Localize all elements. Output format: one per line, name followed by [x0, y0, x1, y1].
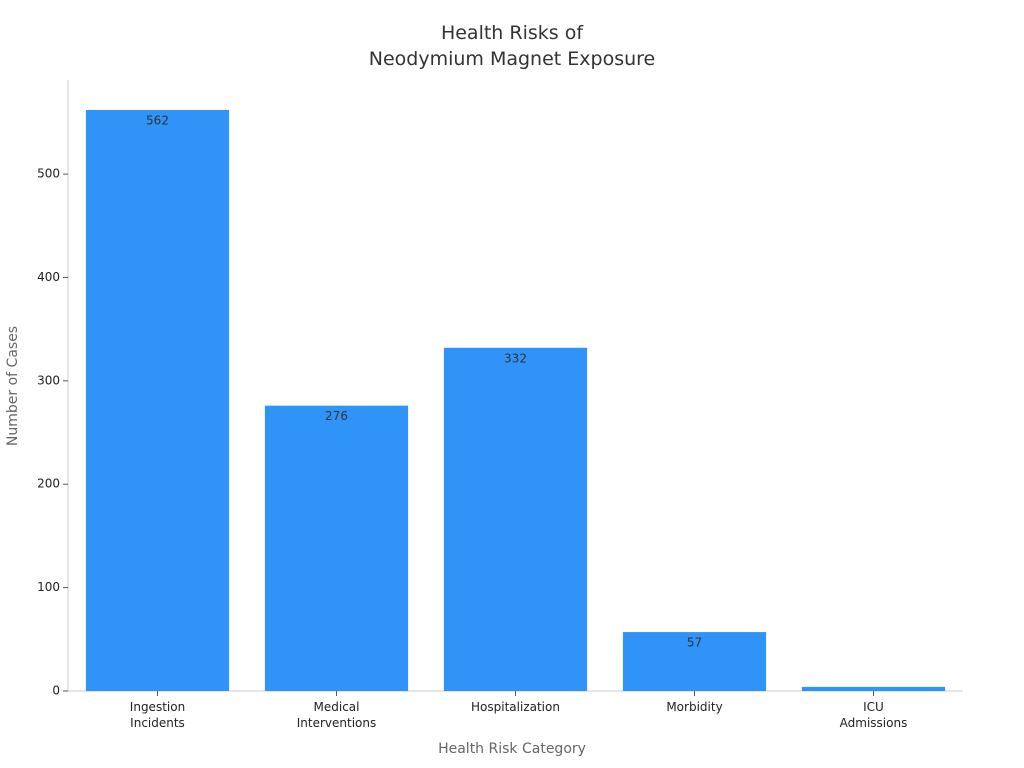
bar [801, 686, 946, 691]
value-label: 332 [504, 351, 527, 365]
x-tick-label: Medical Interventions [296, 700, 377, 730]
bar [443, 347, 588, 691]
y-tick-label: 200 [37, 477, 60, 491]
x-axis-label: Health Risk Category [438, 741, 586, 757]
y-tick-label: 0 [52, 684, 60, 698]
x-tick-label: Morbidity [666, 700, 723, 714]
value-label: 57 [687, 636, 702, 650]
x-tick-label: Ingestion Incidents [129, 700, 186, 730]
x-tick-label: ICU Admissions [839, 700, 908, 730]
y-tick-label: 400 [37, 270, 60, 284]
x-tick-label: Hospitalization [471, 700, 560, 714]
bar [264, 405, 409, 691]
chart-title: Health Risks of Neodymium Magnet Exposur… [368, 22, 656, 70]
bar [622, 632, 767, 691]
value-label: 276 [325, 409, 348, 423]
value-label: 562 [146, 113, 169, 127]
y-tick-label: 500 [37, 167, 60, 181]
y-axis-label: Number of Cases [5, 326, 21, 446]
y-tick-label: 100 [37, 580, 60, 594]
y-tick-label: 300 [37, 373, 60, 387]
bar [85, 109, 230, 691]
